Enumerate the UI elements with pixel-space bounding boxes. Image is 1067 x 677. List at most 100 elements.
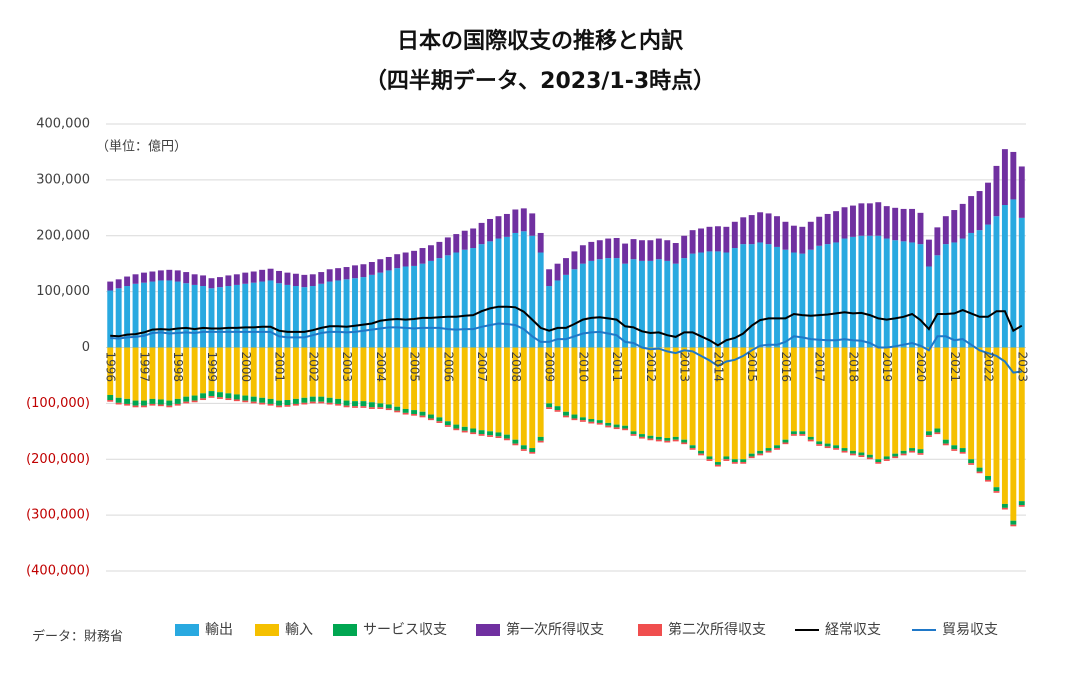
bar [942, 443, 949, 446]
bar [385, 404, 392, 409]
bar [470, 248, 477, 348]
bar [115, 288, 122, 348]
bar [326, 269, 333, 282]
bar [706, 251, 713, 348]
y-tick-label: 400,000 [36, 117, 90, 132]
bar [419, 415, 426, 418]
bar [166, 269, 173, 281]
bar [267, 398, 274, 404]
bar [883, 238, 890, 348]
bar [115, 347, 122, 398]
bar [174, 270, 181, 282]
bar [174, 281, 181, 348]
x-tick-label: 2012 [644, 352, 658, 383]
bar [605, 238, 612, 259]
bar [503, 213, 510, 237]
bar [790, 225, 797, 253]
bar [360, 347, 367, 402]
bar [816, 245, 823, 348]
bar [554, 263, 561, 281]
bar [487, 241, 493, 348]
bar [470, 428, 477, 433]
bar [461, 249, 468, 348]
x-tick-label: 2001 [273, 352, 287, 383]
bar [858, 455, 865, 458]
bar [233, 347, 240, 395]
bar [816, 216, 823, 246]
bar [411, 410, 418, 414]
bar [1018, 501, 1025, 506]
bar [698, 252, 704, 348]
bar [208, 288, 215, 348]
bar [563, 415, 569, 418]
bar [706, 347, 713, 457]
bar [208, 278, 215, 289]
bar [875, 347, 882, 460]
bar [124, 347, 131, 399]
bar [478, 434, 485, 436]
bar [200, 347, 207, 394]
bar [740, 459, 747, 463]
bar [942, 216, 949, 245]
bar [250, 282, 257, 348]
bar [259, 281, 266, 348]
bar [149, 347, 156, 399]
bar [461, 347, 468, 427]
bar [259, 269, 266, 282]
bar [124, 286, 131, 348]
bar [655, 439, 662, 442]
bar [698, 228, 704, 253]
bar [529, 448, 536, 452]
bar [875, 459, 882, 463]
unit-note: （単位：億円） [96, 139, 187, 155]
bar [883, 456, 890, 460]
bar [267, 268, 274, 281]
bar [242, 283, 249, 348]
bar [495, 347, 502, 433]
bar [225, 347, 232, 394]
bar [968, 232, 975, 348]
bar [402, 252, 409, 267]
bar [765, 244, 772, 348]
bar [681, 258, 688, 348]
bar [563, 411, 569, 416]
bar [411, 250, 418, 266]
bar [107, 281, 114, 291]
bar [968, 196, 975, 233]
bar [850, 453, 856, 456]
bar [343, 279, 350, 348]
bar [968, 459, 975, 464]
bar [276, 400, 282, 406]
bar [951, 449, 958, 451]
bar [605, 258, 612, 348]
bar [968, 347, 975, 460]
bar [166, 280, 173, 348]
bar [216, 277, 223, 288]
bar [267, 403, 274, 406]
bar [174, 398, 181, 404]
bar [309, 286, 316, 348]
bar [731, 462, 738, 464]
bar [546, 403, 553, 408]
bar [487, 218, 493, 242]
bar [250, 396, 257, 402]
bar [985, 479, 991, 482]
bar [402, 266, 409, 348]
bar [233, 284, 240, 348]
bar [157, 280, 164, 348]
bar [216, 347, 223, 393]
bar [335, 347, 342, 399]
x-tick-label: 2009 [543, 352, 557, 383]
bar [242, 395, 249, 401]
bar [453, 428, 460, 431]
bar [571, 414, 578, 419]
bar [343, 405, 350, 408]
bar [461, 430, 468, 433]
bar [765, 448, 772, 451]
bar [132, 283, 139, 348]
bar [503, 347, 510, 435]
bar [976, 230, 983, 348]
bar [605, 422, 612, 426]
bar [664, 440, 671, 443]
